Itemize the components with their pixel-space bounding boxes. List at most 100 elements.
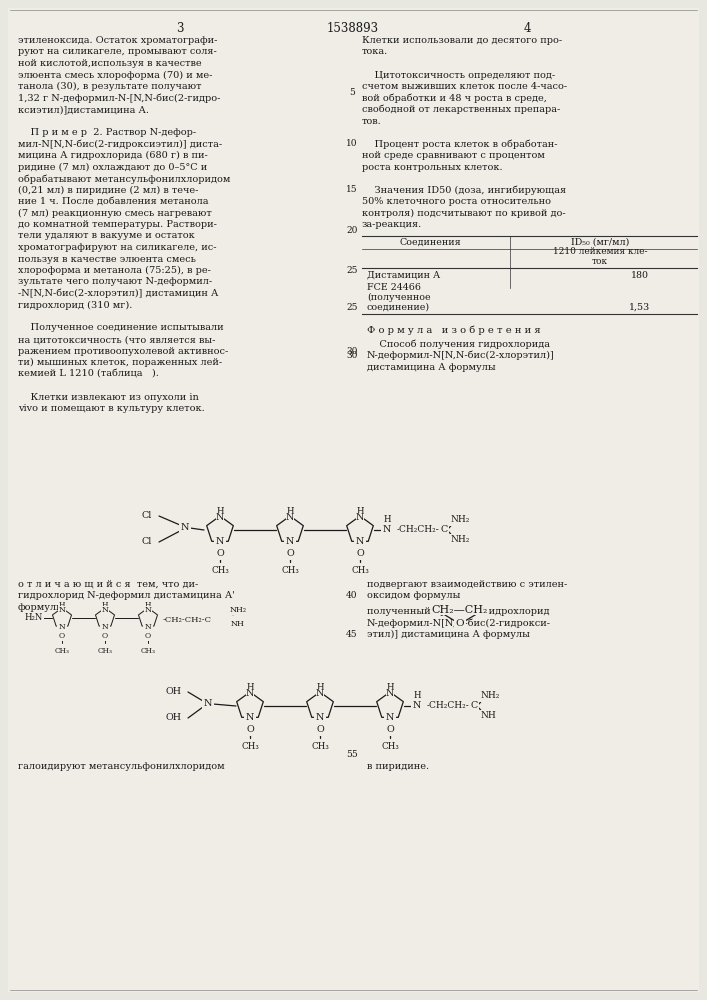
Text: тели удаляют в вакууме и остаток: тели удаляют в вакууме и остаток	[18, 232, 194, 240]
Text: O: O	[386, 726, 394, 734]
Text: H: H	[216, 506, 223, 516]
Text: (7 мл) реакционную смесь нагревают: (7 мл) реакционную смесь нагревают	[18, 209, 212, 218]
Text: обрабатывают метансульфонилхлоридом: обрабатывают метансульфонилхлоридом	[18, 174, 230, 184]
Text: тока.: тока.	[362, 47, 388, 56]
Text: оксидом формулы: оксидом формулы	[367, 591, 460, 600]
Text: N: N	[204, 700, 212, 708]
Text: 40: 40	[346, 591, 358, 600]
Text: Соединения: Соединения	[399, 237, 461, 246]
Text: N-деформил-N[N,N-бис(2-гидрокси-: N-деформил-N[N,N-бис(2-гидрокси-	[367, 618, 551, 628]
Text: этил)] дистамицина А формулы: этил)] дистамицина А формулы	[367, 630, 530, 639]
Text: CH₃: CH₃	[98, 647, 112, 655]
Text: OH: OH	[166, 714, 182, 722]
Text: N: N	[356, 538, 364, 546]
Text: 45: 45	[346, 630, 358, 639]
Text: H: H	[316, 682, 324, 692]
Text: Способ получения гидрохлорида: Способ получения гидрохлорида	[367, 340, 550, 349]
Text: пользуя в качестве элюента смесь: пользуя в качестве элюента смесь	[18, 254, 196, 263]
Text: Значения ID50 (доза, ингибирующая: Значения ID50 (доза, ингибирующая	[362, 186, 566, 195]
Text: ксиэтил)]дистамицина А.: ксиэтил)]дистамицина А.	[18, 105, 149, 114]
Text: 180: 180	[631, 270, 649, 279]
Text: -CH₂CH₂-: -CH₂CH₂-	[427, 700, 469, 710]
Text: O: O	[246, 726, 254, 734]
Text: N: N	[102, 606, 108, 614]
Text: 1538893: 1538893	[327, 22, 379, 35]
Text: о т л и ч а ю щ и й с я  тем, что ди-: о т л и ч а ю щ и й с я тем, что ди-	[18, 580, 198, 589]
Text: N: N	[59, 606, 66, 614]
Text: кемией L 1210 (таблица   ).: кемией L 1210 (таблица ).	[18, 369, 159, 378]
Text: гидрохлорид N-деформил дистамицина А': гидрохлорид N-деформил дистамицина А'	[18, 591, 235, 600]
Text: Cl: Cl	[142, 512, 152, 520]
Text: Процент роста клеток в обработан-: Процент роста клеток в обработан-	[362, 139, 558, 149]
Text: мицина А гидрохлорида (680 г) в пи-: мицина А гидрохлорида (680 г) в пи-	[18, 151, 208, 160]
Text: OH: OH	[166, 688, 182, 696]
Text: CH₃: CH₃	[54, 647, 69, 655]
Text: O: O	[216, 550, 224, 558]
Text: -CH₂-CH₂-C: -CH₂-CH₂-C	[163, 616, 212, 624]
Text: N: N	[102, 623, 108, 631]
Text: П р и м е р  2. Раствор N-дефор-: П р и м е р 2. Раствор N-дефор-	[18, 128, 196, 137]
Text: вой обработки и 48 ч роста в среде,: вой обработки и 48 ч роста в среде,	[362, 94, 547, 103]
Text: руют на силикагеле, промывают соля-: руют на силикагеле, промывают соля-	[18, 47, 217, 56]
Text: H: H	[59, 601, 65, 609]
Text: NH₂: NH₂	[450, 536, 469, 544]
Text: CH₃: CH₃	[141, 647, 156, 655]
Text: ной среде сравнивают с процентом: ной среде сравнивают с процентом	[362, 151, 545, 160]
Text: формулы: формулы	[18, 603, 65, 612]
Text: H: H	[246, 682, 254, 692]
Text: мил-N[N,N-бис(2-гидроксиэтил)] диста-: мил-N[N,N-бис(2-гидроксиэтил)] диста-	[18, 139, 222, 149]
Text: N: N	[216, 538, 224, 546]
Text: O: O	[316, 726, 324, 734]
Text: CH₃: CH₃	[381, 742, 399, 751]
Text: 25: 25	[346, 266, 358, 275]
Text: гидрохлорид (310 мг).: гидрохлорид (310 мг).	[18, 300, 132, 310]
Text: NH: NH	[480, 712, 496, 720]
Text: -CH₂CH₂-: -CH₂CH₂-	[397, 524, 440, 534]
Text: Полученное соединение испытывали: Полученное соединение испытывали	[18, 324, 223, 332]
Text: элюента смесь хлороформа (70) и ме-: элюента смесь хлороформа (70) и ме-	[18, 70, 212, 80]
Text: роста контрольных клеток.: роста контрольных клеток.	[362, 162, 503, 172]
Text: NH₂: NH₂	[450, 516, 469, 524]
Text: на цитотоксичность (что является вы-: на цитотоксичность (что является вы-	[18, 335, 216, 344]
Text: N: N	[144, 606, 151, 614]
Text: Клетки использовали до десятого про-: Клетки использовали до десятого про-	[362, 36, 562, 45]
Text: Дистамицин А: Дистамицин А	[367, 270, 440, 279]
Text: CH₃: CH₃	[281, 566, 299, 575]
Text: FCE 24466: FCE 24466	[367, 282, 421, 292]
Text: H: H	[286, 506, 293, 516]
Text: 10: 10	[346, 139, 358, 148]
Text: 30: 30	[346, 351, 358, 360]
Text: 1210 лейкемия кле-: 1210 лейкемия кле-	[553, 247, 647, 256]
Text: H: H	[386, 682, 394, 692]
Text: зультате чего получают N-деформил-: зультате чего получают N-деформил-	[18, 277, 212, 286]
Text: CH₃: CH₃	[351, 566, 369, 575]
Text: ток: ток	[592, 256, 608, 265]
Text: N: N	[286, 538, 294, 546]
Text: C: C	[470, 702, 478, 710]
Text: O: O	[145, 632, 151, 640]
Text: 50% клеточного роста относительно: 50% клеточного роста относительно	[362, 197, 551, 206]
Text: хлороформа и метанола (75:25), в ре-: хлороформа и метанола (75:25), в ре-	[18, 266, 211, 275]
Text: 4: 4	[523, 22, 531, 35]
Text: CH₃: CH₃	[311, 742, 329, 751]
Text: ние 1 ч. После добавления метанола: ние 1 ч. После добавления метанола	[18, 197, 209, 206]
Text: подвергают взаимодействию с этилен-: подвергают взаимодействию с этилен-	[367, 580, 567, 589]
Text: NH₂: NH₂	[230, 606, 247, 614]
Text: N: N	[413, 702, 421, 710]
Text: N: N	[356, 514, 364, 522]
Text: соединение): соединение)	[367, 302, 430, 312]
Text: N: N	[145, 623, 151, 631]
Text: N: N	[316, 690, 325, 698]
Text: до комнатной температуры. Раствори-: до комнатной температуры. Раствори-	[18, 220, 217, 229]
Text: Цитотоксичность определяют под-: Цитотоксичность определяют под-	[362, 70, 555, 80]
Text: свободной от лекарственных препара-: свободной от лекарственных препара-	[362, 105, 560, 114]
Text: 5: 5	[349, 88, 355, 97]
Text: за-реакция.: за-реакция.	[362, 220, 422, 229]
Text: N: N	[59, 623, 65, 631]
Text: Клетки извлекают из опухоли in: Клетки извлекают из опухоли in	[18, 392, 199, 401]
Text: O: O	[456, 619, 464, 629]
Text: ражением противоопухолевой активнос-: ражением противоопухолевой активнос-	[18, 347, 228, 356]
Text: N: N	[286, 514, 294, 522]
Text: CH₃: CH₃	[211, 566, 229, 575]
Text: CH₂—CH₂: CH₂—CH₂	[432, 605, 489, 615]
